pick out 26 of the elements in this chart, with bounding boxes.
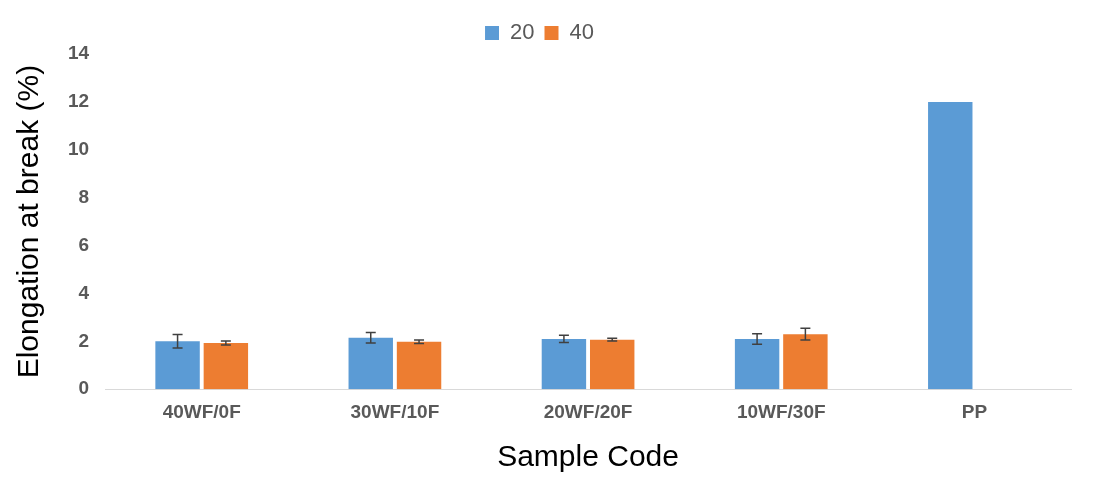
- y-axis-title: Elongation at break (%): [11, 64, 45, 379]
- bar: [348, 337, 393, 390]
- bar: [590, 339, 635, 390]
- x-tick-label: 40WF/0F: [162, 400, 241, 422]
- y-tick-label: 2: [78, 329, 90, 351]
- legend-label: 40: [569, 19, 594, 45]
- bar: [396, 341, 442, 390]
- x-tick-label: 20WF/20F: [543, 400, 633, 422]
- x-tick-label: 30WF/10F: [350, 400, 440, 422]
- bar: [541, 338, 587, 390]
- x-tick-label: PP: [961, 400, 988, 422]
- x-tick-label: 10WF/30F: [736, 400, 826, 422]
- legend-label: 20: [510, 19, 535, 45]
- y-tick-label: 4: [78, 281, 90, 303]
- y-tick-label: 10: [67, 138, 90, 160]
- y-tick-label: 12: [67, 90, 90, 112]
- bar: [155, 341, 200, 390]
- bar: [783, 334, 828, 390]
- y-tick-label: 14: [67, 42, 90, 64]
- y-tick-label: 8: [78, 185, 90, 207]
- bar: [734, 338, 780, 390]
- y-tick-label: 6: [78, 233, 90, 255]
- bar: [203, 342, 249, 390]
- x-axis-title: Sample Code: [497, 439, 679, 473]
- y-tick-label: 0: [78, 377, 90, 399]
- bar: [928, 101, 973, 390]
